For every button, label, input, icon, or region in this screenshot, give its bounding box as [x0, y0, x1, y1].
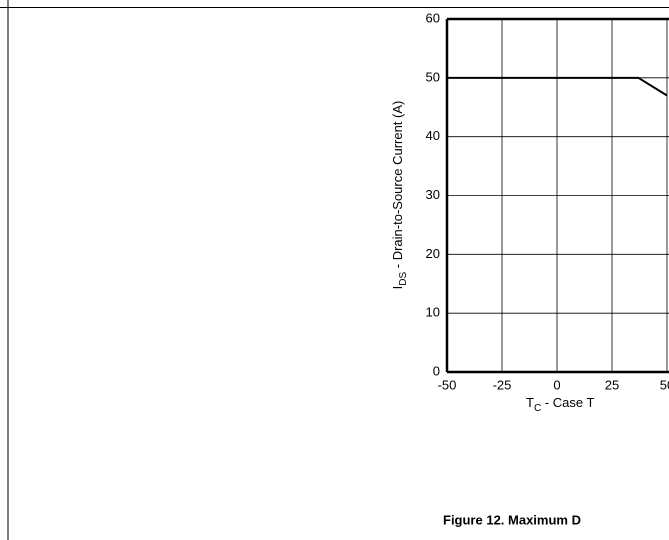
- y-label-rest: - Drain-to-Source Current (A): [390, 101, 405, 272]
- x-tick-label: -50: [438, 377, 457, 392]
- y-axis-label: IDS - Drain-to-Source Current (A): [390, 101, 408, 290]
- x-label-sub: C: [534, 403, 541, 414]
- data-line: [447, 76, 668, 97]
- y-tick-label: 20: [426, 246, 440, 261]
- y-label-main: I: [390, 286, 405, 290]
- x-label-rest: - Case T: [541, 395, 594, 410]
- y-tick-label: 10: [426, 305, 440, 320]
- y-tick-label: 50: [426, 69, 440, 84]
- y-tick-label: 40: [426, 128, 440, 143]
- x-label-main: T: [526, 395, 534, 410]
- y-tick-label: 0: [433, 363, 440, 378]
- x-tick-label: 50: [660, 377, 669, 392]
- chart-title: Figure 12. Maximum D: [443, 512, 581, 527]
- x-tick-label: 0: [553, 377, 560, 392]
- x-tick-label: -25: [493, 377, 512, 392]
- y-tick-label: 30: [426, 187, 440, 202]
- x-tick-label: 25: [605, 377, 619, 392]
- y-label-sub: DS: [398, 272, 409, 286]
- y-tick-label: 60: [426, 10, 440, 25]
- x-axis-label: TC - Case T: [526, 395, 594, 413]
